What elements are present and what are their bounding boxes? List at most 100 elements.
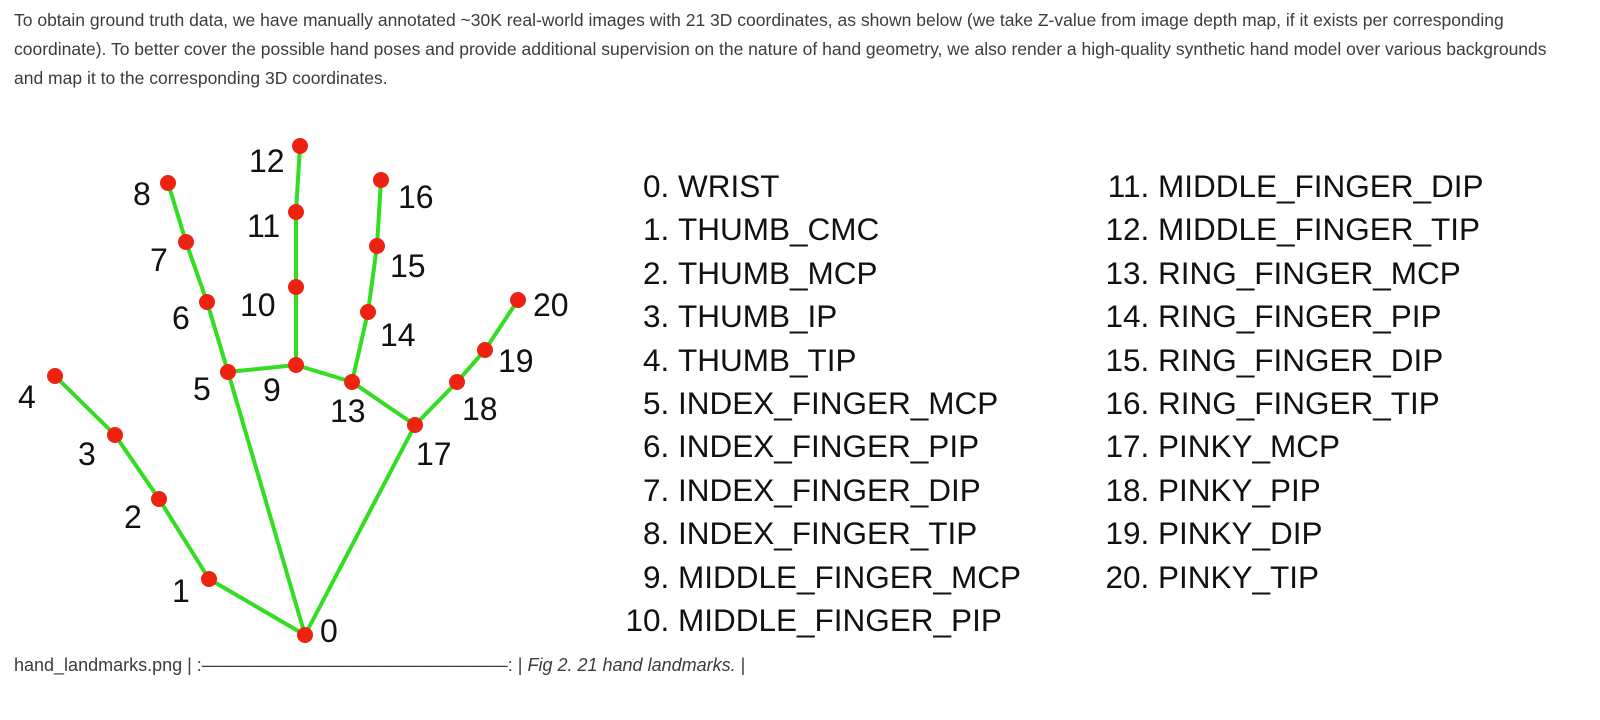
bone-14-15 [366,244,379,314]
landmark-number-13: 13 [330,393,366,429]
landmark-point-12 [292,138,308,154]
landmark-list-item-2: 2. THUMB_MCP [600,252,1070,295]
landmark-index: 2. [642,254,678,291]
caption-filename: hand_landmarks.png [14,655,183,675]
landmark-list-item-4: 4. THUMB_TIP [600,339,1070,382]
landmark-list-item-8: 8. INDEX_FINGER_TIP [600,512,1070,555]
bone-13-14 [350,310,370,384]
caption-figure-text: Fig 2. 21 hand landmarks. [527,655,736,675]
landmark-list-item-20: 20. PINKY_TIP [1080,556,1580,599]
landmark-name: PINKY_PIP [1158,471,1321,508]
landmark-point-5 [220,364,236,380]
landmark-list-item-1: 1. THUMB_CMC [600,208,1070,251]
landmark-point-3 [107,427,123,443]
landmark-index: 4. [642,341,678,378]
landmark-number-4: 4 [18,379,36,415]
landmark-number-3: 3 [78,436,96,472]
landmark-index: 7. [642,471,678,508]
landmark-list-right: 11. MIDDLE_FINGER_DIP 12. MIDDLE_FINGER_T… [1080,165,1580,599]
landmark-list-item-18: 18. PINKY_PIP [1080,469,1580,512]
landmark-number-15: 15 [390,248,426,284]
bone-17-18 [413,380,459,427]
landmark-name: INDEX_FINGER_DIP [678,471,981,508]
landmark-name: THUMB_IP [678,298,838,335]
landmark-index: 17. [1105,428,1158,465]
bone-9-13 [294,363,354,384]
landmark-index: 20. [1105,558,1158,595]
landmark-index: 15. [1105,341,1158,378]
landmark-list-item-14: 14. RING_FINGER_PIP [1080,295,1580,338]
landmark-index: 16. [1105,385,1158,422]
hand-skeleton-connections [53,144,520,637]
hand-landmark-points [47,138,526,643]
landmark-list-item-0: 0. WRIST [600,165,1070,208]
landmark-list-item-12: 12. MIDDLE_FINGER_TIP [1080,208,1580,251]
landmark-list-item-7: 7. INDEX_FINGER_DIP [600,469,1070,512]
landmark-number-9: 9 [263,372,281,408]
landmark-number-6: 6 [172,300,190,336]
landmark-name: THUMB_MCP [678,254,878,291]
landmark-list-item-9: 9. MIDDLE_FINGER_MCP [600,556,1070,599]
landmark-name: THUMB_CMC [678,211,880,248]
bone-15-16 [375,178,383,248]
landmark-list-item-6: 6. INDEX_FINGER_PIP [600,425,1070,468]
landmark-index: 1. [642,211,678,248]
landmark-number-16: 16 [398,179,434,215]
landmark-list-item-10: 10. MIDDLE_FINGER_PIP [600,599,1070,642]
landmark-number-2: 2 [124,499,142,535]
landmark-name: PINKY_MCP [1158,428,1341,465]
landmark-list-item-16: 16. RING_FINGER_TIP [1080,382,1580,425]
landmark-name: INDEX_FINGER_PIP [678,428,980,465]
landmark-point-11 [288,204,304,220]
landmark-point-7 [178,234,194,250]
bone-0-5 [226,370,307,637]
landmark-point-2 [151,491,167,507]
landmark-name: WRIST [678,168,780,204]
landmark-list-item-5: 5. INDEX_FINGER_MCP [600,382,1070,425]
landmark-index: 11. [1107,168,1158,204]
landmark-name: RING_FINGER_DIP [1158,341,1444,378]
landmark-name: INDEX_FINGER_TIP [678,515,978,552]
figure-caption: hand_landmarks.png | :—————————————————:… [14,655,745,676]
landmark-number-17: 17 [416,436,452,472]
landmark-point-10 [288,279,304,295]
landmark-name: PINKY_DIP [1158,515,1323,552]
landmark-list-item-15: 15. RING_FINGER_DIP [1080,339,1580,382]
landmark-point-14 [360,304,376,320]
landmark-point-16 [373,172,389,188]
landmark-point-17 [407,417,423,433]
landmark-index: 14. [1105,298,1158,335]
landmark-list-item-3: 3. THUMB_IP [600,295,1070,338]
landmark-point-20 [510,292,526,308]
landmark-list-item-19: 19. PINKY_DIP [1080,512,1580,555]
caption-end: | [735,655,746,675]
landmark-index: 8. [642,515,678,552]
bone-5-9 [226,363,298,374]
landmark-number-5: 5 [193,371,211,407]
landmark-index: 6. [642,428,678,465]
bone-19-20 [483,298,520,352]
landmark-name: THUMB_TIP [678,341,857,378]
landmark-name: MIDDLE_FINGER_PIP [678,602,1002,639]
bone-2-3 [113,433,161,501]
landmark-name: RING_FINGER_MCP [1158,254,1461,291]
bone-0-17 [303,423,417,637]
landmark-index: 12. [1105,211,1158,248]
landmark-name: MIDDLE_FINGER_DIP [1158,168,1484,204]
landmark-point-13 [344,374,360,390]
intro-paragraph: To obtain ground truth data, we have man… [14,10,1547,88]
landmark-number-10: 10 [240,287,276,323]
landmark-point-9 [288,357,304,373]
caption-separator: | :—————————————————: | [182,655,528,675]
landmark-index: 18. [1105,471,1158,508]
bone-7-8 [166,181,188,244]
landmark-name: RING_FINGER_PIP [1158,298,1442,335]
landmark-number-0: 0 [320,613,338,649]
landmark-index: 19. [1105,515,1158,552]
landmark-number-14: 14 [380,317,416,353]
landmark-name: MIDDLE_FINGER_MCP [678,558,1022,595]
landmark-index: 5. [642,385,678,422]
bone-6-7 [184,240,209,304]
